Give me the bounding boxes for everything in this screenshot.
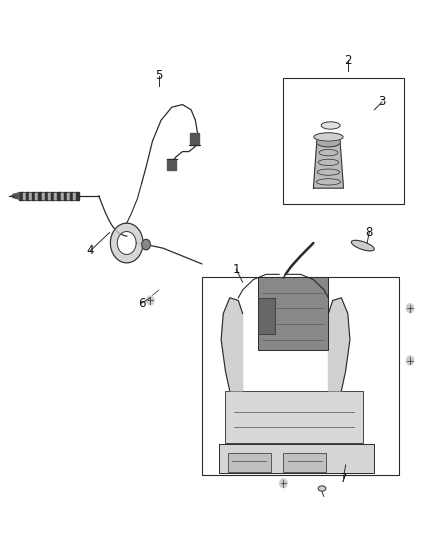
Bar	[226, 391, 363, 443]
Circle shape	[406, 304, 414, 313]
Circle shape	[142, 239, 150, 250]
Polygon shape	[64, 192, 67, 200]
Ellipse shape	[318, 486, 326, 491]
Text: 3: 3	[378, 95, 386, 108]
Polygon shape	[57, 192, 60, 200]
Text: 1: 1	[233, 263, 240, 276]
Polygon shape	[328, 298, 350, 391]
Polygon shape	[32, 192, 35, 200]
Polygon shape	[42, 192, 45, 200]
Polygon shape	[23, 192, 26, 200]
Bar	[228, 454, 271, 472]
Bar	[258, 277, 328, 350]
Circle shape	[406, 356, 414, 365]
Polygon shape	[48, 192, 51, 200]
Circle shape	[146, 296, 154, 305]
Polygon shape	[190, 133, 199, 145]
Text: 2: 2	[344, 54, 352, 67]
Polygon shape	[110, 223, 143, 263]
Circle shape	[279, 479, 287, 488]
Ellipse shape	[321, 122, 340, 129]
Polygon shape	[70, 192, 73, 200]
Bar	[258, 298, 275, 334]
Polygon shape	[314, 141, 343, 188]
Text: 7: 7	[340, 472, 347, 484]
Polygon shape	[35, 192, 39, 200]
Bar	[283, 454, 326, 472]
Polygon shape	[19, 192, 23, 200]
Bar	[283, 78, 403, 204]
Polygon shape	[26, 192, 29, 200]
Ellipse shape	[314, 133, 343, 141]
Polygon shape	[39, 192, 42, 200]
Bar	[202, 277, 399, 475]
Polygon shape	[60, 192, 64, 200]
Bar	[219, 444, 374, 473]
Polygon shape	[67, 192, 70, 200]
Ellipse shape	[316, 138, 340, 147]
Text: 4: 4	[86, 244, 94, 257]
Polygon shape	[54, 192, 57, 200]
Polygon shape	[76, 192, 79, 200]
Polygon shape	[45, 192, 48, 200]
Text: 5: 5	[155, 69, 162, 82]
Polygon shape	[29, 192, 32, 200]
Ellipse shape	[351, 240, 374, 251]
Polygon shape	[51, 192, 54, 200]
Text: 6: 6	[138, 296, 145, 310]
Polygon shape	[167, 159, 176, 170]
Polygon shape	[73, 192, 76, 200]
Polygon shape	[13, 193, 19, 199]
Polygon shape	[221, 298, 243, 391]
Text: 8: 8	[366, 226, 373, 239]
